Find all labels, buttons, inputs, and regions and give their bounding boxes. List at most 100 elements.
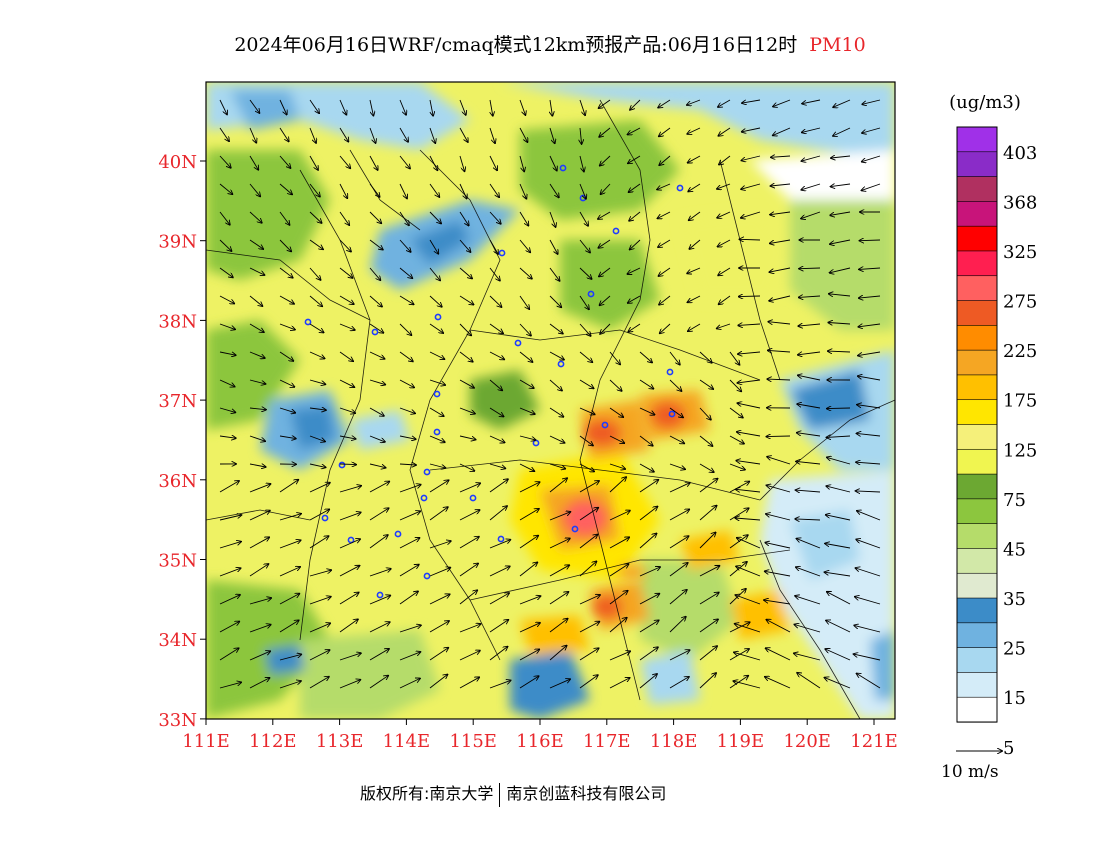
legend-unit: (ug/m3) [949,92,1021,113]
wind-arrow [609,379,622,391]
lon-label: 121E [850,731,898,752]
wind-arrow [549,183,559,197]
wind-arrow [688,323,701,331]
wind-arrow [826,620,851,633]
wind-arrow [729,407,743,418]
wind-arrow [249,211,262,223]
wind-arrow [459,351,473,362]
wind-arrow [669,563,688,577]
wind-arrow [599,267,611,277]
wind-arrow [489,155,497,170]
wind-arrow [519,596,541,605]
wind-arrow [831,184,851,187]
chart-title: 2024年06月16日WRF/cmaq模式12km预报产品:06月16日12时 P… [0,30,1100,57]
legend-color-box [956,448,998,475]
wind-arrow [519,155,524,171]
wind-arrow [489,620,508,633]
wind-arrow [339,619,358,633]
wind-arrow [739,296,761,297]
wind-arrow [519,323,531,336]
wind-arrow [459,510,480,521]
wind-arrow [219,239,232,251]
wind-arrow [399,127,408,142]
legend-label: 75 [1003,490,1026,511]
wind-arrow [429,351,444,359]
wind-arrow [699,506,717,521]
wind-arrow [737,432,761,437]
wind-arrow [858,351,881,356]
wind-arrow [429,99,433,116]
wind-arrow [579,379,594,388]
legend-color-box [956,696,998,723]
wind-arrow [797,673,821,689]
wind-arrow [794,625,821,633]
wind-arrow [857,405,881,409]
wind-arrow [549,127,555,143]
wind-arrow [639,507,657,521]
wind-arrow [369,155,378,170]
wind-arrow [309,127,316,143]
wind-arrow [429,267,440,280]
legend-color-box [956,225,998,252]
wind-arrow [519,676,539,689]
wind-arrow [830,267,851,273]
wind-arrow [550,99,552,116]
wind-arrow [489,127,495,143]
wind-arrow [369,211,381,223]
wind-arrow [219,379,235,387]
wind-arrow [549,679,570,689]
wind-arrow [249,625,271,633]
wind-arrow [489,295,502,307]
wind-arrow [639,480,658,493]
wind-arrow [369,379,385,385]
wind-arrow [279,436,296,439]
wind-arrow [219,481,239,493]
wind-arrow [718,267,731,275]
wind-arrow [309,351,325,359]
wind-arrow [833,99,851,107]
wind-arrow [579,595,600,605]
wind-arrow [729,351,740,365]
wind-arrow [639,567,660,577]
wind-arrow [519,649,539,661]
wind-arrow [609,678,630,689]
wind-arrow [249,267,264,275]
wind-arrow [519,239,530,252]
wind-arrow [766,620,791,633]
lon-label: 119E [717,731,765,752]
wind-arrow [609,477,626,493]
wind-arrow [579,463,594,472]
wind-arrow [579,622,599,633]
wind-arrow [279,211,290,225]
wind-arrow [399,155,410,169]
wind-arrow [249,564,268,577]
wind-arrow [309,267,321,280]
wind-arrow [669,435,684,443]
wind-arrow [737,538,761,549]
wind-arrow [309,155,318,170]
wind-arrow [219,99,227,114]
legend-color-box [956,126,998,153]
wind-arrow [657,183,671,190]
wind-arrow [429,568,450,577]
wind-arrow [249,183,260,196]
wind-arrow [766,436,791,437]
wind-arrow [489,479,508,493]
wind-arrow [489,680,511,689]
wind-arrow [859,296,881,298]
wind-arrow [669,677,689,689]
wind-arrow [658,239,671,247]
wind-arrow [219,211,230,225]
wind-arrow [219,622,239,633]
wind-arrow [219,436,236,438]
wind-arrow [766,648,791,661]
wind-arrow [459,379,474,388]
wind-arrow [687,99,701,105]
wind-arrow [699,646,717,661]
wind-arrow [798,375,821,381]
wind-arrow [339,539,360,549]
wind-arrow [279,183,292,194]
wind-arrow [857,433,881,436]
wind-arrow [579,435,593,446]
wind-arrow [689,211,701,220]
